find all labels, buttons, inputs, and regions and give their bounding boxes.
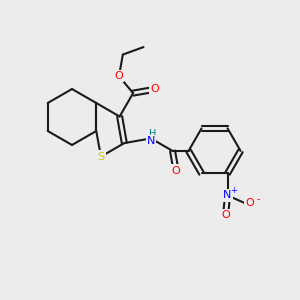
Text: O: O [172, 166, 180, 176]
Text: O: O [150, 84, 159, 94]
Text: N: N [147, 136, 155, 146]
Text: N: N [224, 190, 232, 200]
Text: H: H [149, 129, 157, 140]
Text: O: O [245, 198, 254, 208]
Text: -: - [257, 194, 260, 204]
Text: S: S [98, 152, 104, 162]
Text: +: + [230, 186, 237, 195]
Text: O: O [115, 71, 123, 81]
Text: O: O [221, 210, 230, 220]
